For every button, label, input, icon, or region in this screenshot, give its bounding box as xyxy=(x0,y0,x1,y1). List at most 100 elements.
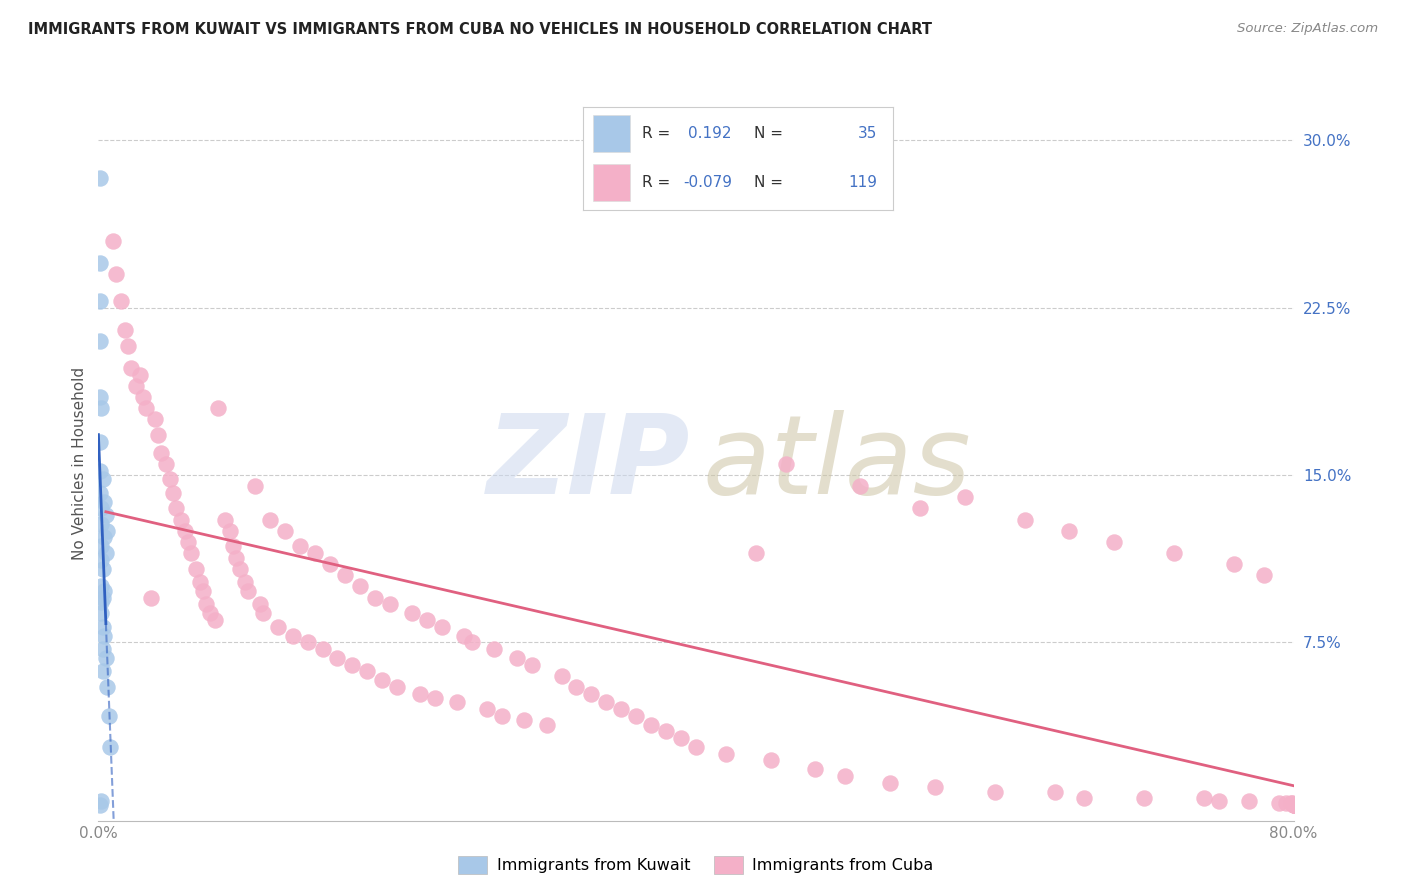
Point xyxy=(89,334,111,349)
Legend: Immigrants from Kuwait, Immigrants from Cuba: Immigrants from Kuwait, Immigrants from … xyxy=(451,849,941,880)
Point xyxy=(834,769,856,783)
Point xyxy=(155,457,177,471)
Point xyxy=(371,673,394,687)
Point xyxy=(94,546,117,560)
Point xyxy=(1073,791,1095,805)
Point xyxy=(188,575,211,590)
Point xyxy=(229,562,252,576)
Point xyxy=(1192,791,1215,805)
Point xyxy=(90,552,112,567)
Point xyxy=(162,485,184,500)
Point xyxy=(297,635,319,649)
Text: atlas: atlas xyxy=(702,410,970,517)
Point xyxy=(89,390,111,404)
Point xyxy=(249,598,271,612)
Point xyxy=(90,595,112,609)
Point xyxy=(565,680,588,694)
Point xyxy=(581,687,603,701)
Point xyxy=(225,550,247,565)
Point xyxy=(430,619,453,633)
Point xyxy=(135,401,157,416)
Point xyxy=(714,747,737,761)
Point xyxy=(385,680,409,694)
Point xyxy=(117,338,139,352)
Point xyxy=(103,234,125,248)
Point xyxy=(105,268,128,282)
Point xyxy=(1043,785,1066,799)
Point xyxy=(1237,794,1260,808)
Point xyxy=(143,412,166,426)
Point xyxy=(150,446,173,460)
Point xyxy=(259,512,281,526)
Point xyxy=(1282,797,1305,812)
Point xyxy=(129,368,152,382)
Point xyxy=(326,651,349,665)
Point xyxy=(214,512,236,526)
Point xyxy=(401,607,423,621)
Point xyxy=(174,524,197,538)
Point xyxy=(453,628,475,642)
Point xyxy=(93,583,115,598)
Point xyxy=(90,517,112,532)
Point xyxy=(879,775,901,790)
Point xyxy=(94,508,117,523)
Point xyxy=(195,598,218,612)
Text: N =: N = xyxy=(754,176,783,191)
Point xyxy=(91,619,114,633)
Point xyxy=(274,524,297,538)
Point xyxy=(484,642,506,657)
Point xyxy=(91,562,114,576)
Point xyxy=(745,546,768,560)
Point xyxy=(1282,797,1305,812)
Text: 35: 35 xyxy=(858,126,877,141)
Point xyxy=(446,696,468,710)
Point xyxy=(245,479,267,493)
Point xyxy=(416,613,439,627)
Bar xyxy=(593,164,630,202)
Point xyxy=(550,669,572,683)
Point xyxy=(595,696,617,710)
Point xyxy=(90,401,112,416)
Y-axis label: No Vehicles in Household: No Vehicles in Household xyxy=(72,368,87,560)
Point xyxy=(148,427,170,442)
Point xyxy=(89,434,111,449)
Point xyxy=(669,731,692,746)
Point xyxy=(114,323,136,337)
Point xyxy=(233,575,256,590)
Point xyxy=(91,642,114,657)
Point xyxy=(908,501,931,516)
Point xyxy=(159,473,181,487)
Point xyxy=(200,607,222,621)
Point xyxy=(1133,791,1156,805)
Point xyxy=(655,724,678,739)
Point xyxy=(342,657,364,672)
Text: 0.192: 0.192 xyxy=(689,126,733,141)
Point xyxy=(90,794,112,808)
Point xyxy=(96,524,118,538)
Point xyxy=(219,524,242,538)
Point xyxy=(110,293,132,308)
Point xyxy=(93,494,115,508)
Point xyxy=(91,591,114,605)
Text: ZIP: ZIP xyxy=(486,410,690,517)
Point xyxy=(91,473,114,487)
Point xyxy=(520,657,543,672)
Point xyxy=(125,378,148,392)
Point xyxy=(506,651,529,665)
Point xyxy=(169,512,191,526)
Point xyxy=(610,702,633,716)
Point xyxy=(288,539,311,553)
Point xyxy=(333,568,356,582)
Point xyxy=(626,708,648,723)
Text: N =: N = xyxy=(754,126,783,141)
Point xyxy=(94,651,117,665)
Point xyxy=(222,539,245,553)
Point xyxy=(139,591,162,605)
Point xyxy=(1014,512,1036,526)
Point xyxy=(311,642,333,657)
Point xyxy=(191,583,214,598)
Point xyxy=(319,557,342,572)
Point xyxy=(759,753,782,767)
Point xyxy=(924,780,946,794)
Point xyxy=(349,580,371,594)
